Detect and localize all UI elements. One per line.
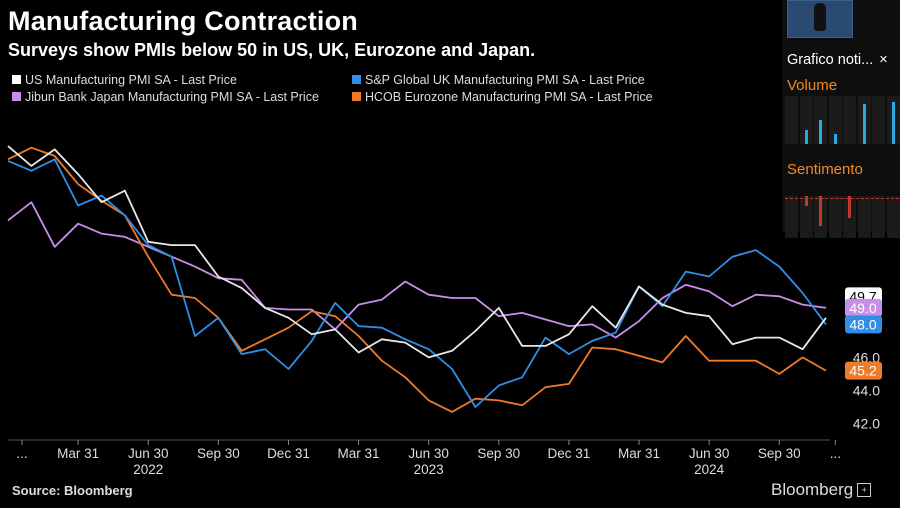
y-tick-label: 46.0: [853, 349, 880, 365]
legend-column-left: US Manufacturing PMI SA - Last Price Jib…: [12, 72, 319, 106]
side-panel-title[interactable]: Grafico noti... ×: [787, 52, 888, 68]
volume-column: [785, 96, 798, 144]
legend-swatch-japan: [12, 92, 21, 101]
uk-last-value-tag: 48.0: [849, 316, 876, 332]
y-tick-label: 44.0: [853, 382, 880, 398]
us-pmi-line: [7, 145, 827, 359]
eurozone-pmi-line: [7, 146, 827, 413]
chart-title: Manufacturing Contraction: [8, 6, 358, 36]
volume-label: Volume: [787, 77, 838, 94]
sentiment-bar: [819, 196, 822, 226]
volume-column: [857, 96, 871, 144]
volume-panel: [785, 96, 900, 148]
sentiment-column: [814, 196, 827, 238]
x-tick-label: ...: [16, 446, 27, 461]
year-label: 2022: [133, 462, 163, 477]
x-tick-label: Jun 30: [128, 446, 169, 461]
uk-pmi-line: [7, 158, 827, 408]
legend-column-right: S&P Global UK Manufacturing PMI SA - Las…: [352, 72, 653, 106]
volume-column: [799, 96, 813, 144]
legend-entry-eurozone[interactable]: HCOB Eurozone Manufacturing PMI SA - Las…: [352, 89, 653, 106]
volume-bar: [833, 134, 837, 144]
sentiment-column: [828, 196, 842, 238]
sentiment-label: Sentimento: [787, 161, 863, 178]
legend-label-eurozone: HCOB Eurozone Manufacturing PMI SA - Las…: [365, 90, 653, 104]
volume-bar: [891, 102, 895, 144]
legend-swatch-uk: [352, 75, 361, 84]
japan-last-value-tag: 49.0: [849, 300, 876, 316]
x-tick-label: Sep 30: [197, 446, 240, 461]
bloomberg-logo: Bloomberg +: [771, 480, 872, 500]
volume-column: [814, 96, 827, 144]
volume-column: [886, 96, 900, 144]
japan-pmi-line: [7, 201, 827, 339]
sentiment-column: [886, 196, 900, 238]
sentiment-column: [857, 196, 871, 238]
legend-label-uk: S&P Global UK Manufacturing PMI SA - Las…: [365, 73, 645, 87]
x-tick-label: Sep 30: [758, 446, 801, 461]
eurozone-last-value-tag-box: [845, 361, 882, 380]
sentiment-column: [799, 196, 813, 238]
x-tick-label: ...: [830, 446, 841, 461]
sentiment-column: [872, 196, 885, 238]
japan-last-value-tag-box: [845, 298, 882, 317]
legend-label-us: US Manufacturing PMI SA - Last Price: [25, 73, 237, 87]
sentiment-column: [843, 196, 856, 238]
legend-label-japan: Jibun Bank Japan Manufacturing PMI SA - …: [25, 90, 319, 104]
sentiment-bar: [804, 196, 808, 206]
volume-column: [843, 96, 856, 144]
chart-subtitle: Surveys show PMIs below 50 in US, UK, Eu…: [8, 40, 536, 60]
eurozone-last-value-tag: 45.2: [849, 363, 876, 379]
x-tick-label: Dec 31: [548, 446, 591, 461]
volume-bar: [862, 104, 866, 144]
video-thumbnail[interactable]: [787, 0, 853, 38]
sentiment-baseline: [785, 198, 899, 199]
legend-entry-uk[interactable]: S&P Global UK Manufacturing PMI SA - Las…: [352, 72, 653, 89]
sentiment-column: [785, 196, 798, 238]
x-tick-label: Sep 30: [477, 446, 520, 461]
y-tick-label: 42.0: [853, 415, 880, 431]
source-note: Source: Bloomberg: [12, 483, 133, 498]
year-label: 2023: [414, 462, 444, 477]
volume-column: [872, 96, 885, 144]
volume-bar: [819, 120, 822, 144]
x-tick-label: Dec 31: [267, 446, 310, 461]
year-label: 2024: [694, 462, 725, 477]
legend-swatch-us: [12, 75, 21, 84]
side-panel-title-text: Grafico noti...: [787, 52, 874, 68]
brand-text: Bloomberg: [771, 480, 854, 499]
x-tick-label: Mar 31: [618, 446, 660, 461]
legend-entry-japan[interactable]: Jibun Bank Japan Manufacturing PMI SA - …: [12, 89, 319, 106]
legend-entry-us[interactable]: US Manufacturing PMI SA - Last Price: [12, 72, 319, 89]
brand-mark-icon: +: [857, 483, 872, 497]
thumbnail-figure-icon: [814, 3, 826, 31]
close-icon[interactable]: ×: [879, 52, 888, 68]
x-tick-label: Jun 30: [408, 446, 449, 461]
x-tick-label: Mar 31: [57, 446, 99, 461]
volume-column: [828, 96, 842, 144]
sentiment-panel: [785, 196, 900, 248]
volume-bar: [804, 130, 808, 144]
x-tick-label: Jun 30: [689, 446, 730, 461]
uk-last-value-tag-box: [845, 315, 882, 334]
legend-swatch-eurozone: [352, 92, 361, 101]
sentiment-bar: [848, 196, 851, 218]
x-tick-label: Mar 31: [338, 446, 380, 461]
